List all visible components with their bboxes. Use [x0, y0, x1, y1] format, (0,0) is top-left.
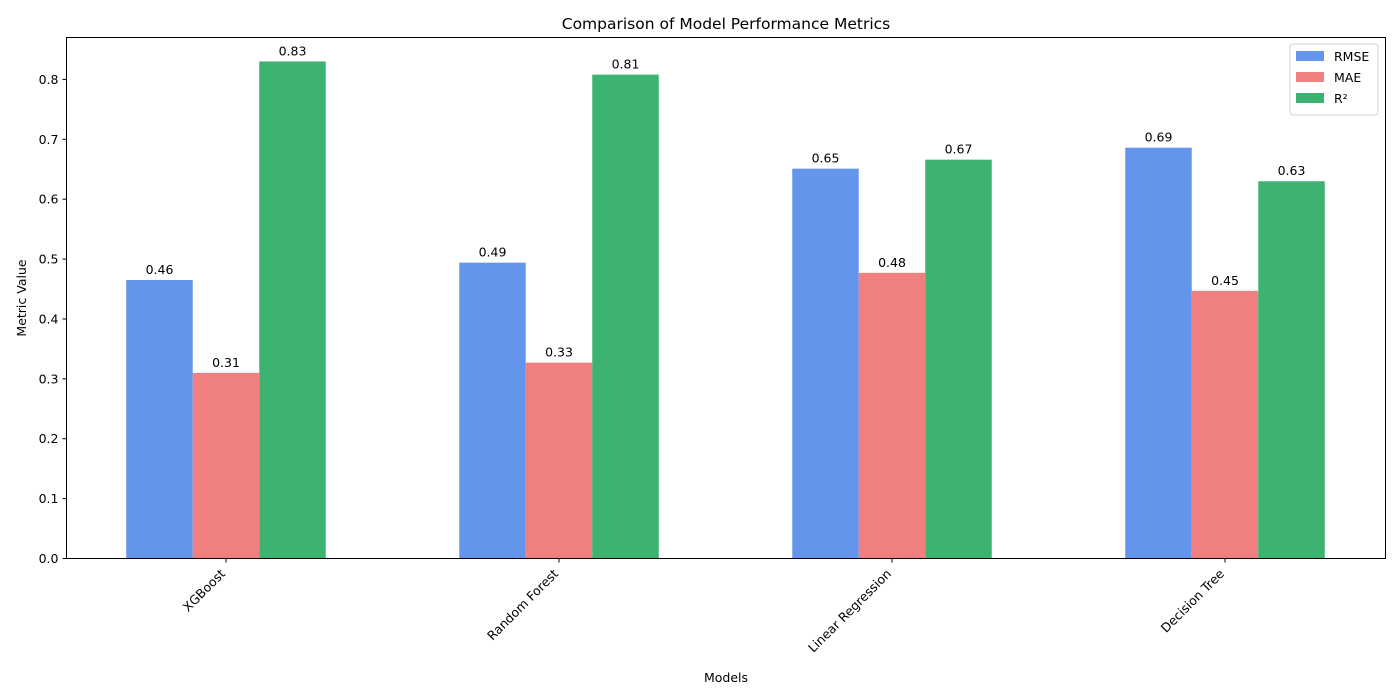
legend: RMSE MAE R²	[1289, 43, 1379, 116]
bar-rmse	[126, 280, 193, 559]
data-label: 0.63	[1278, 163, 1306, 178]
data-label: 0.65	[812, 151, 840, 166]
x-tick-label: Random Forest	[484, 566, 561, 643]
legend-swatch	[1296, 93, 1324, 103]
data-label: 0.31	[212, 355, 240, 370]
data-label: 0.48	[878, 255, 906, 270]
bar-r	[592, 74, 659, 559]
legend-label: MAE	[1334, 70, 1361, 85]
data-label: 0.45	[1211, 273, 1239, 288]
y-tick-label: 0.7	[39, 132, 59, 147]
data-label: 0.81	[612, 57, 640, 72]
y-tick-label: 0.8	[39, 72, 59, 87]
legend-label: R²	[1334, 91, 1348, 106]
bar-rmse	[459, 262, 526, 559]
y-tick-label: 0.1	[39, 491, 59, 506]
bar-mae	[525, 362, 593, 559]
data-label: 0.83	[279, 43, 307, 58]
bar-r	[1258, 181, 1325, 559]
legend-label: RMSE	[1334, 49, 1369, 64]
x-tick-label: Linear Regression	[805, 566, 894, 655]
legend-swatch	[1296, 72, 1324, 82]
bar-mae	[1191, 290, 1259, 559]
y-axis-label: Metric Value	[14, 259, 29, 336]
y-tick-label: 0.6	[39, 192, 59, 207]
y-tick-label: 0.2	[39, 431, 59, 446]
bar-r	[925, 159, 992, 559]
data-label: 0.33	[545, 345, 573, 360]
plot-area: 0.0 0.1 0.2 0.3 0.4 0.5 0.6 0.7 0.8 0.46 0.31 0.83 X…	[39, 43, 1325, 655]
legend-swatch	[1296, 51, 1324, 61]
data-label: 0.69	[1145, 130, 1173, 145]
data-label: 0.67	[945, 142, 973, 157]
y-tick-label: 0.5	[39, 252, 59, 267]
data-label: 0.46	[146, 262, 174, 277]
bar-mae	[192, 372, 260, 559]
bar-r	[259, 61, 326, 559]
y-tick-label: 0.0	[39, 551, 59, 566]
x-axis-label: Models	[704, 670, 748, 685]
bar-rmse	[1125, 147, 1192, 559]
x-tick-label: XGBoost	[180, 566, 229, 615]
x-tick-label: Decision Tree	[1158, 566, 1228, 636]
data-label: 0.49	[479, 245, 507, 260]
y-tick-label: 0.3	[39, 371, 59, 386]
chart-title: Comparison of Model Performance Metrics	[562, 15, 890, 33]
plot-frame	[66, 37, 1386, 559]
bar-rmse	[792, 168, 859, 559]
bar-mae	[858, 272, 926, 559]
y-tick-label: 0.4	[39, 311, 59, 326]
